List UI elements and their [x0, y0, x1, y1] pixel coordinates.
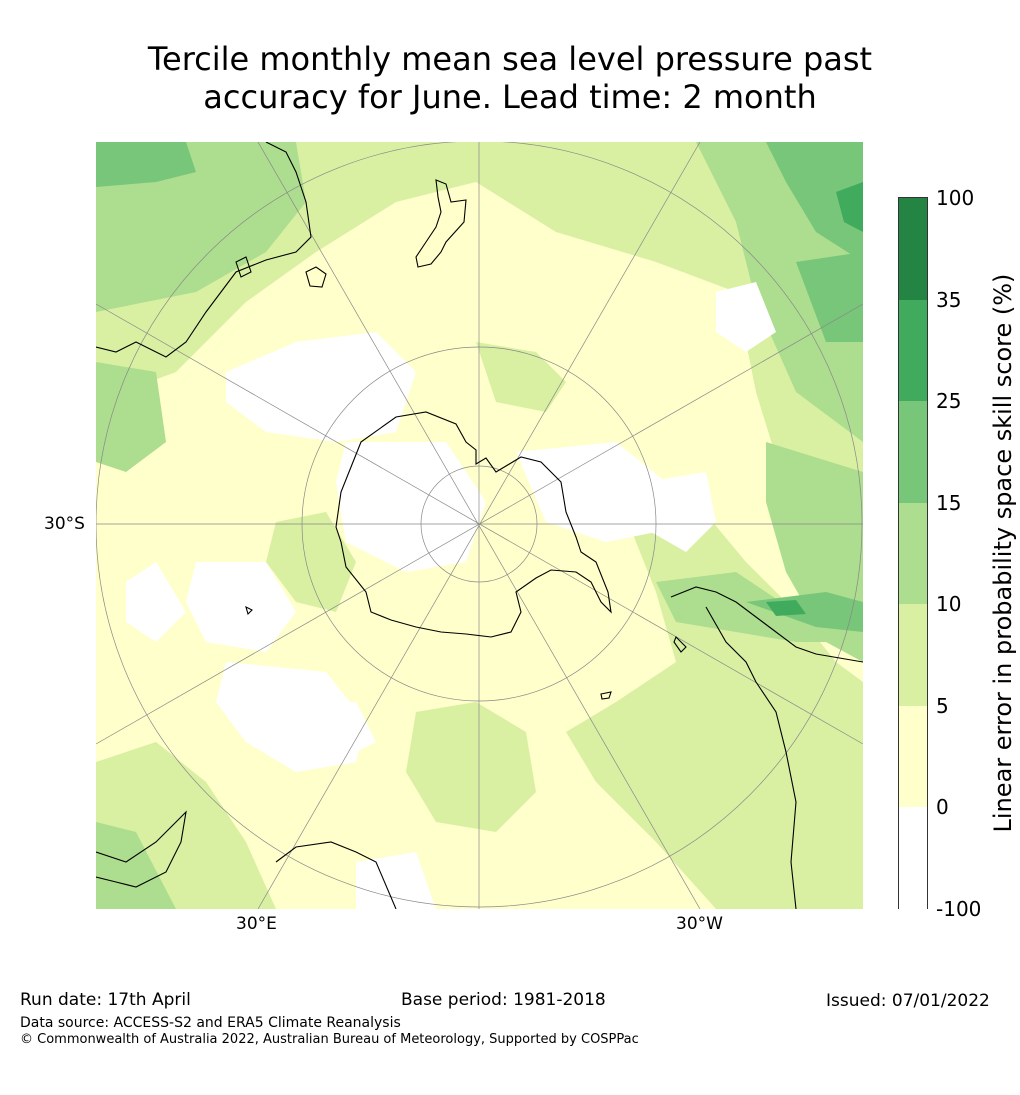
colorbar-bin-25-35	[899, 300, 927, 401]
australia-coastline	[96, 142, 312, 358]
colorbar-bin-neg100-0	[899, 807, 927, 910]
polar-map	[96, 142, 863, 909]
chart-title: Tercile monthly mean sea level pressure …	[0, 40, 1020, 116]
falkland-islands	[600, 691, 612, 700]
map-svg	[96, 142, 863, 909]
coastlines	[96, 142, 863, 909]
colorbar-bin-35-100	[899, 198, 927, 300]
colorbar-bin-0-5	[899, 706, 927, 807]
colorbar	[898, 197, 928, 910]
meridian-150	[257, 142, 701, 909]
new-zealand-coastline	[415, 179, 467, 268]
tasmania-coastline	[305, 266, 327, 288]
madagascar-coastline	[275, 841, 397, 909]
meridian-120	[96, 303, 863, 745]
issued-date: Issued: 07/01/2022	[826, 991, 990, 1011]
colorbar-tick-100: 100	[936, 186, 975, 210]
colorbar-tick-35: 35	[936, 288, 962, 312]
graticule	[96, 142, 863, 909]
base-period: Base period: 1981-2018	[401, 990, 606, 1010]
skill-regions-25-35	[766, 182, 863, 616]
africa-coastline	[96, 810, 187, 888]
bouvet-island	[245, 605, 253, 616]
colorbar-label: Linear error in probability space skill …	[989, 273, 1017, 833]
colorbar-bin-10-15	[899, 503, 927, 604]
colorbar-tick-0: 0	[936, 795, 949, 819]
colorbar-bin-5-10	[899, 604, 927, 706]
colorbar-tick-25: 25	[936, 389, 962, 413]
colorbar-tick-10: 10	[936, 592, 962, 616]
south-america-coastline	[670, 586, 863, 663]
longitude-label-30w: 30°W	[676, 914, 723, 934]
south-america-west-coast	[705, 606, 797, 909]
patagonia-tip	[673, 636, 687, 653]
colorbar-tick-5: 5	[936, 694, 949, 718]
data-source: Data source: ACCESS-S2 and ERA5 Climate …	[20, 1015, 401, 1031]
antarctica-coastline	[335, 411, 612, 638]
latitude-label-30s: 30°S	[44, 514, 85, 534]
australia-gulf	[235, 256, 252, 278]
title-line-2: accuracy for June. Lead time: 2 month	[203, 78, 817, 116]
colorbar-tick-neg100: -100	[936, 897, 982, 921]
colorbar-tick-15: 15	[936, 491, 962, 515]
run-date: Run date: 17th April	[20, 990, 191, 1010]
colorbar-bin-15-25	[899, 401, 927, 503]
longitude-label-30e: 30°E	[236, 914, 277, 934]
title-line-1: Tercile monthly mean sea level pressure …	[147, 40, 873, 78]
copyright: © Commonwealth of Australia 2022, Austra…	[20, 1032, 639, 1047]
